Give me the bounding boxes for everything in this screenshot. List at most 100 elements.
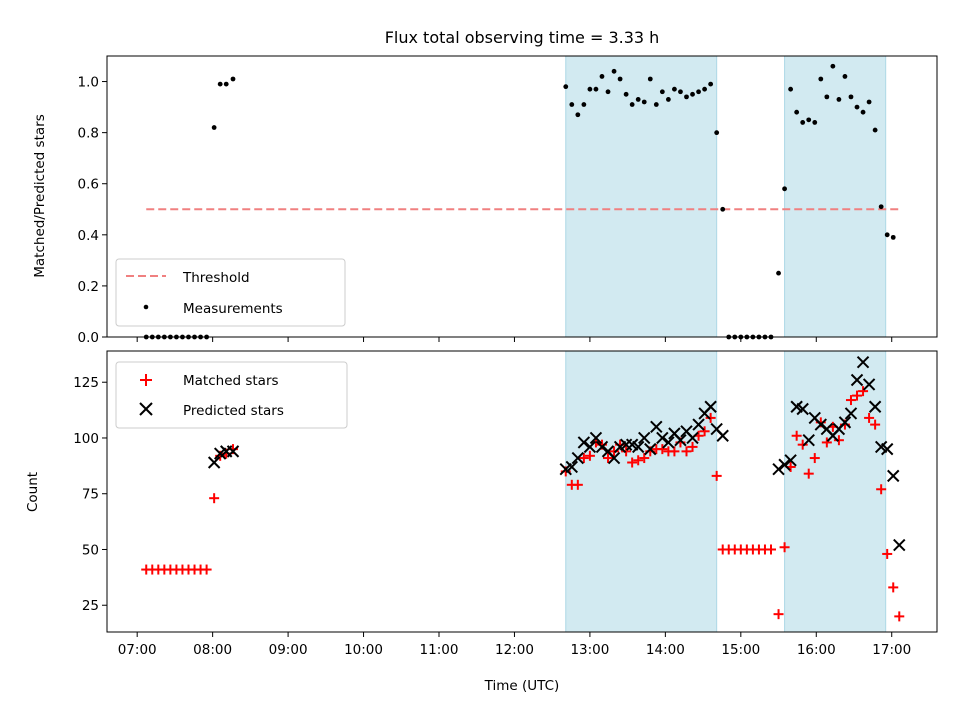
matched-star-point [821, 437, 832, 448]
predicted-stars-points [207, 355, 906, 552]
top-y-tick-label: 0.6 [78, 177, 99, 193]
predicted-star-point [893, 538, 906, 552]
measurement-point [794, 109, 800, 115]
matched-star-point [572, 479, 583, 490]
x-axis-label: Time (UTC) [484, 678, 560, 694]
top-legend: Threshold Measurements [115, 258, 346, 327]
matched-star-point [578, 453, 589, 464]
matched-star-point [705, 412, 716, 423]
measurement-point [800, 120, 806, 125]
predicted-star-point [686, 431, 699, 445]
predicted-star-point [631, 440, 645, 454]
predicted-star-point [638, 431, 651, 445]
predicted-star-point [814, 418, 828, 431]
predicted-star-point [607, 451, 621, 465]
predicted-star-point [802, 433, 815, 447]
measurement-point [812, 120, 818, 125]
bottom-x-tick-label: 15:00 [721, 642, 760, 658]
predicted-star-point [880, 442, 894, 456]
top-shaded-intervals [565, 55, 887, 338]
predicted-star-point [716, 429, 729, 442]
bottom-panel: 25 50 75 100 125 07:00 08:00 09:00 10:00 11:00 12… [25, 350, 938, 658]
predicted-star-point [778, 458, 791, 471]
matched-star-point [669, 446, 680, 457]
top-y-axis-label: Matched/Predicted stars [32, 114, 48, 277]
matched-star-point [888, 582, 899, 593]
top-shaded-band-1 [565, 55, 718, 338]
measurement-point [605, 89, 611, 95]
bottom-x-tick-label: 08:00 [193, 642, 232, 658]
measurement-point [696, 89, 701, 95]
predicted-star-point [650, 420, 663, 434]
matched-star-point [803, 468, 814, 479]
measurement-point [211, 125, 217, 130]
measurement-point [860, 109, 866, 115]
matched-star-point [584, 450, 595, 461]
measurement-point [678, 89, 683, 95]
measurement-point [635, 97, 641, 102]
predicted-star-point [207, 456, 221, 469]
matched-star-point [882, 548, 893, 559]
matched-star-point [870, 419, 881, 430]
top-x-ticks [136, 337, 893, 342]
matched-star-point [797, 439, 808, 450]
bottom-x-tick-label: 14:00 [646, 642, 685, 658]
bottom-x-tick-label: 12:00 [495, 642, 534, 658]
bottom-legend-box [115, 361, 348, 429]
measurement-point [599, 74, 605, 79]
measurement-point [223, 81, 229, 87]
top-y-tick-label: 0.8 [78, 126, 99, 142]
measurement-point [866, 99, 872, 105]
measurement-point [647, 76, 653, 82]
measurement-point [830, 63, 836, 69]
bottom-legend: Matched stars Predicted stars [115, 361, 348, 429]
measurement-point [872, 127, 878, 133]
measurement-point [653, 102, 659, 107]
matched-star-point [779, 542, 790, 553]
bottom-x-ticks: 07:00 08:00 09:00 10:00 11:00 12:00 13:00 14:00… [118, 632, 911, 658]
measurement-point [714, 130, 720, 136]
legend-measurements-swatch [143, 304, 149, 310]
bottom-x-tick-label: 17:00 [872, 642, 911, 658]
measurement-point [575, 112, 581, 118]
bottom-x-tick-label: 11:00 [420, 642, 459, 658]
measurement-point [720, 206, 726, 212]
measurement-point [217, 81, 223, 87]
measurement-point [848, 94, 854, 100]
measurement-point [611, 68, 617, 74]
matched-star-point [894, 611, 905, 622]
bottom-x-tick-label: 13:00 [570, 642, 609, 658]
measurement-point [842, 74, 848, 79]
legend-threshold-label: Threshold [182, 270, 250, 286]
measurement-point [782, 186, 787, 192]
matched-star-point [833, 435, 844, 446]
predicted-star-point [644, 442, 657, 456]
measurement-point [890, 234, 896, 240]
matched-star-point [627, 457, 638, 468]
top-shaded-band-2 [784, 55, 887, 338]
predicted-star-point [862, 378, 876, 391]
measurement-point [776, 270, 781, 276]
matched-star-point [201, 564, 212, 575]
matched-star-point [657, 444, 668, 455]
predicted-star-point [583, 440, 597, 454]
measurement-point [788, 86, 794, 92]
matched-star-point [864, 412, 875, 423]
measurement-point [708, 81, 714, 87]
measurement-point [665, 97, 671, 102]
measurement-point [836, 97, 842, 102]
predicted-star-point [571, 451, 585, 465]
bottom-x-tick-label: 16:00 [797, 642, 836, 658]
bottom-shaded-band-1 [565, 350, 718, 633]
bottom-y-tick-label: 25 [82, 598, 99, 614]
predicted-star-point [772, 462, 785, 476]
chart-title: Flux total observing time = 3.33 h [385, 28, 660, 47]
bottom-y-tick-label: 100 [73, 431, 99, 447]
matched-star-point [681, 446, 692, 457]
bottom-shaded-intervals [565, 350, 887, 633]
measurement-point [569, 102, 575, 107]
bottom-x-tick-label: 10:00 [344, 642, 383, 658]
bottom-shaded-band-2 [784, 350, 887, 633]
top-y-tick-label: 0.4 [78, 228, 99, 244]
measurement-point [818, 76, 824, 82]
